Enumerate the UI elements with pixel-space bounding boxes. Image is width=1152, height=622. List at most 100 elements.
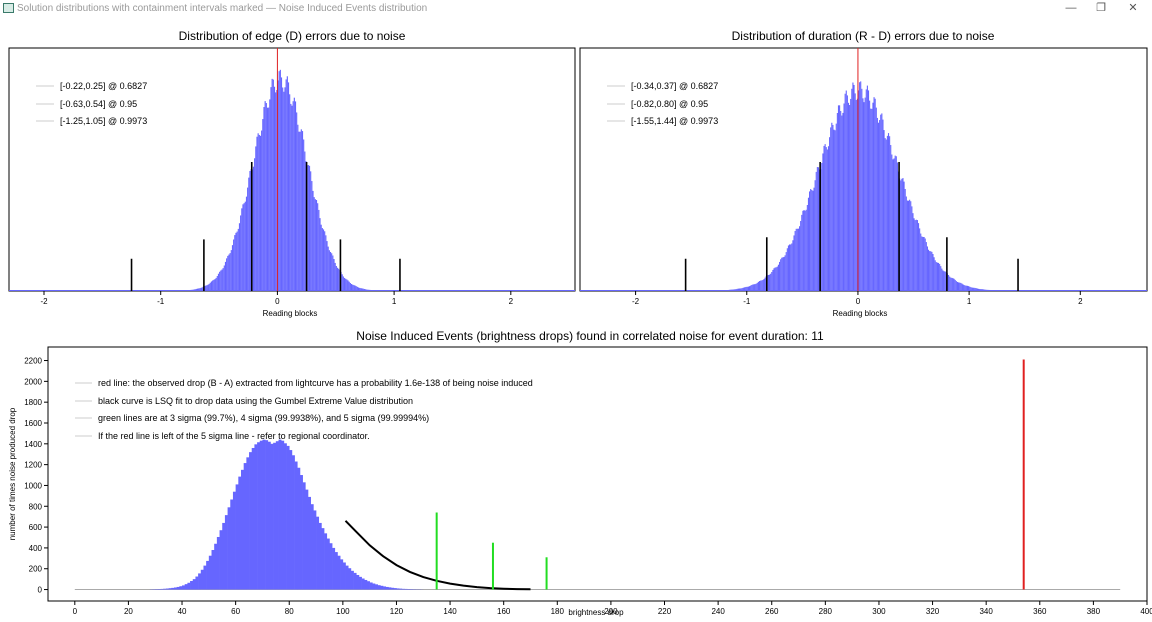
histogram-bar	[290, 103, 292, 291]
x-axis-label: Reading blocks	[833, 309, 888, 318]
histogram-bar	[907, 200, 910, 291]
histogram-bar	[326, 538, 330, 590]
histogram-bar	[914, 220, 916, 291]
y-tick-label: 200	[29, 565, 43, 574]
histogram-bar	[184, 584, 188, 590]
legend: [-0.22,0.25] @ 0.6827 [-0.63,0.54] @ 0.9…	[36, 81, 147, 126]
histogram-bar	[842, 112, 844, 291]
histogram-bar	[776, 266, 778, 291]
histogram-bar	[821, 162, 823, 291]
histogram-bar	[329, 251, 332, 291]
histogram-bar	[832, 124, 834, 291]
histogram-bar	[345, 565, 349, 590]
histogram-bar	[227, 507, 231, 590]
histogram-bar	[308, 496, 311, 590]
histogram-bar	[213, 279, 215, 291]
histogram-bar	[844, 93, 846, 292]
histogram-bar	[801, 214, 803, 291]
x-tick-label: 120	[390, 607, 404, 616]
histogram-bar	[261, 130, 263, 291]
histogram-bar	[777, 264, 779, 291]
histogram-bar	[920, 233, 922, 291]
histogram-bar	[259, 440, 263, 590]
histogram-bar	[366, 581, 370, 590]
histogram-bar	[289, 94, 291, 291]
histogram-bar	[311, 181, 313, 291]
histogram-bar	[867, 90, 870, 291]
histogram-bar	[318, 209, 320, 291]
histogram-bar	[331, 253, 333, 291]
histogram-bar	[761, 280, 763, 291]
histogram-bar	[966, 285, 968, 291]
histogram-bar	[811, 189, 813, 291]
histogram-bar	[903, 181, 905, 291]
histogram-bar	[196, 288, 199, 291]
x-tick-label: 40	[178, 607, 187, 616]
maximize-button[interactable]: ❐	[1096, 2, 1106, 14]
histogram-bar	[254, 444, 258, 590]
histogram-bar	[794, 231, 796, 291]
histogram-bar	[354, 285, 356, 291]
histogram-bar	[308, 165, 311, 291]
histogram-bar	[935, 262, 937, 291]
histogram-bar	[936, 262, 938, 291]
histogram-bar	[289, 450, 293, 590]
histogram-bar	[160, 588, 164, 590]
histogram-bar	[927, 249, 930, 291]
histogram-bar	[836, 113, 838, 291]
histogram-bar	[857, 90, 860, 291]
histogram-bar	[958, 282, 960, 291]
histogram-bar	[906, 200, 908, 291]
histogram-bar	[297, 124, 299, 291]
histogram-bar	[866, 85, 868, 291]
histogram-bar	[979, 288, 981, 291]
histogram-bar	[206, 285, 208, 291]
minimize-button[interactable]: —	[1065, 2, 1077, 14]
histogram-bar	[195, 576, 199, 590]
x-tick-label: 380	[1087, 607, 1101, 616]
histogram-bar	[881, 113, 883, 292]
histogram-bar	[774, 267, 776, 291]
histogram-bar	[222, 268, 224, 291]
close-button[interactable]: ✕	[1128, 2, 1138, 14]
marker-lines	[435, 359, 1025, 590]
x-tick-label: -1	[157, 297, 165, 306]
histogram-bar	[792, 240, 794, 291]
histogram-bar	[280, 77, 283, 292]
histogram-bar	[924, 238, 926, 291]
histogram-bar	[823, 145, 825, 291]
histogram-bar	[270, 443, 274, 590]
histogram-bar	[796, 228, 798, 291]
histogram-bar	[954, 279, 956, 291]
histogram-bar	[310, 171, 312, 291]
histogram-bar	[267, 441, 271, 590]
histogram-bar	[922, 236, 924, 291]
y-tick-label: 800	[29, 502, 43, 511]
histogram-bar	[361, 578, 365, 590]
histogram-bar	[964, 285, 966, 291]
histogram-bar	[249, 452, 253, 590]
histogram-bar	[291, 105, 293, 291]
histogram-bar	[779, 261, 781, 291]
histogram-bar	[357, 287, 360, 291]
histogram-bar	[930, 251, 932, 291]
histogram-bar	[952, 278, 954, 291]
y-axis-ticks: 0 200 400 600 800 1000 1200 1400 1600 1800 2000 220…	[24, 357, 48, 595]
x-tick-label: -2	[632, 297, 640, 306]
legend: red line: the observed drop (B - A) extr…	[75, 378, 533, 441]
histogram-bar	[388, 587, 392, 590]
histogram-bar	[198, 573, 202, 590]
chart-title: Noise Induced Events (brightness drops) …	[356, 329, 824, 343]
histogram-bar	[352, 284, 354, 291]
histogram-bar	[208, 555, 212, 590]
histogram-bar	[837, 105, 840, 291]
legend-entry: red line: the observed drop (B - A) extr…	[98, 378, 533, 388]
histogram-bar	[816, 167, 818, 291]
histogram-bar	[976, 288, 979, 291]
histogram-bar	[961, 283, 963, 291]
legend: [-0.34,0.37] @ 0.6827 [-0.82,0.80] @ 0.9…	[607, 81, 718, 126]
legend-entry: black curve is LSQ fit to drop data usin…	[98, 396, 413, 406]
histogram-bar	[320, 224, 322, 291]
histogram-bar	[750, 285, 752, 291]
histogram-bar	[755, 283, 757, 291]
